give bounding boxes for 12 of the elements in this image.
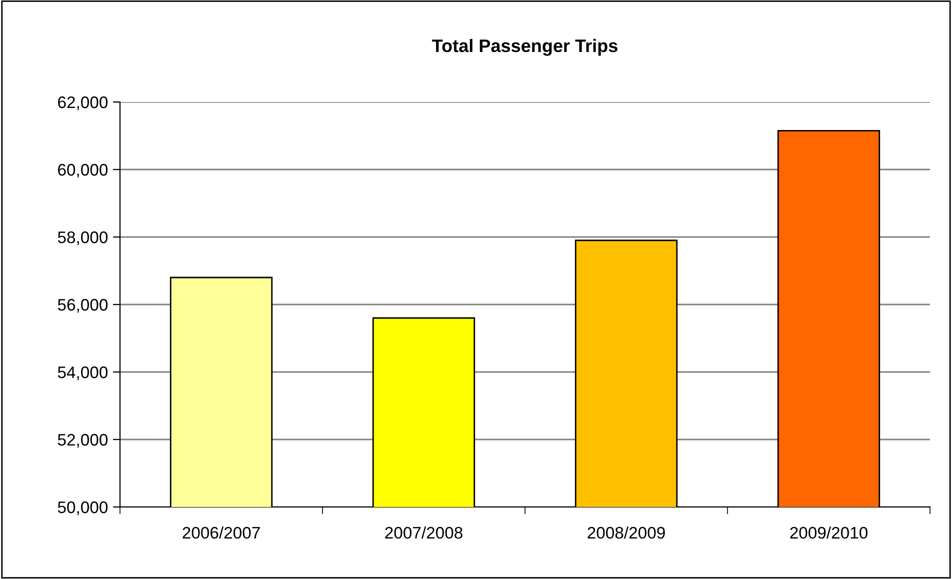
chart-title: Total Passenger Trips [432, 38, 618, 56]
y-tick-label: 54,000 [58, 366, 108, 380]
x-tick-label: 2007/2008 [385, 526, 462, 539]
y-tick-label: 50,000 [58, 501, 108, 516]
x-tick-label: 2008/2009 [588, 526, 665, 539]
y-tick-label: 62,000 [58, 96, 108, 110]
x-tick-label: 2006/2007 [182, 526, 260, 539]
y-tick-label: 52,000 [58, 434, 108, 448]
y-tick-label: 58,000 [58, 231, 108, 246]
y-tick-label: 56,000 [58, 298, 108, 313]
y-tick-label: 60,000 [58, 164, 108, 178]
x-tick-label: 2009/2010 [790, 526, 868, 539]
